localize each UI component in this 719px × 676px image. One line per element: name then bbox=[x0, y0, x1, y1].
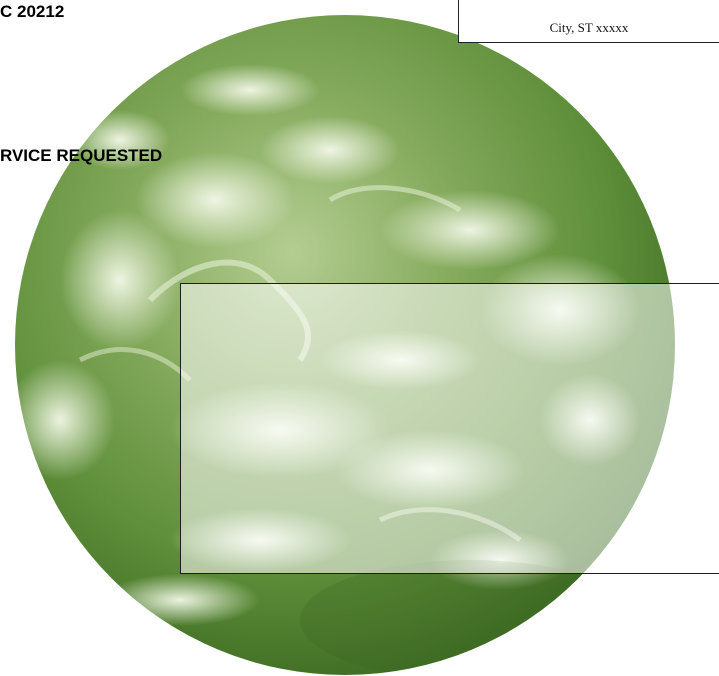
recipient-address-box: City, ST xxxxx bbox=[458, 0, 719, 43]
recipient-city-line: City, ST xxxxx bbox=[549, 20, 629, 35]
service-requested-notice: RVICE REQUESTED bbox=[0, 146, 163, 165]
sender-address-fragment: C 20212 bbox=[0, 2, 65, 21]
message-panel bbox=[180, 283, 719, 574]
